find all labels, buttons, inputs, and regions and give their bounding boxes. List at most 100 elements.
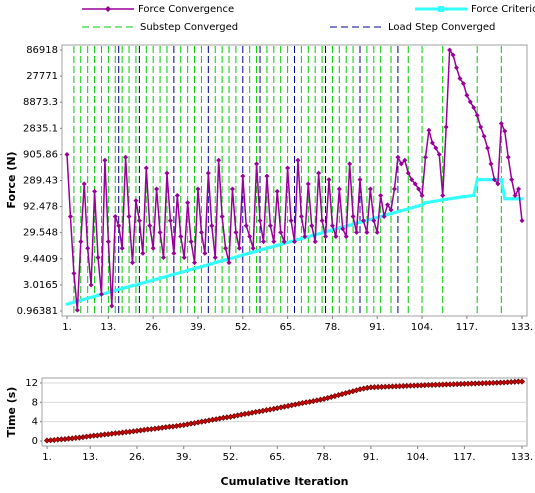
point <box>248 251 252 255</box>
point <box>406 207 410 211</box>
point <box>158 276 162 280</box>
y-tick-label: 0.96381 <box>17 306 58 317</box>
point <box>422 154 428 160</box>
x-tick-label: 133. <box>511 322 533 333</box>
point <box>474 112 480 118</box>
point <box>495 181 501 187</box>
point <box>174 193 180 199</box>
point <box>109 303 115 309</box>
point <box>209 223 215 229</box>
point <box>430 200 434 204</box>
point <box>68 301 72 305</box>
point <box>255 249 259 253</box>
point <box>130 284 134 288</box>
plot-area <box>41 377 528 447</box>
y-axis-label: Force (N) <box>5 151 18 208</box>
point <box>441 198 445 202</box>
point <box>340 226 346 232</box>
point <box>285 165 291 171</box>
point <box>509 177 515 183</box>
point <box>241 253 245 257</box>
point <box>468 194 472 198</box>
point <box>96 293 100 297</box>
point <box>306 235 310 239</box>
point <box>299 237 303 241</box>
point <box>517 197 521 201</box>
y-axis-label: Time (s) <box>5 387 18 438</box>
point <box>203 264 207 268</box>
point <box>103 291 107 295</box>
x-tick-label: 91. <box>369 322 385 333</box>
point <box>95 254 101 260</box>
point <box>157 229 163 235</box>
point <box>419 193 425 199</box>
point <box>389 212 393 216</box>
point <box>381 213 387 219</box>
point <box>268 245 272 249</box>
point <box>196 266 200 270</box>
point <box>360 218 366 224</box>
point <box>92 188 98 194</box>
point <box>520 197 524 201</box>
point <box>154 186 160 192</box>
point <box>330 228 334 232</box>
point <box>348 223 352 227</box>
point <box>127 285 131 289</box>
point <box>479 178 483 182</box>
point <box>391 186 397 192</box>
point <box>126 213 132 219</box>
legend-label: Load Step Converged <box>388 22 495 33</box>
point <box>292 239 297 245</box>
point <box>74 307 80 313</box>
point <box>136 218 142 224</box>
point <box>426 127 432 133</box>
point <box>374 229 380 235</box>
y-tick-label: 8 <box>32 397 38 408</box>
point <box>192 260 198 266</box>
point <box>233 229 239 235</box>
point <box>212 254 218 260</box>
point <box>258 248 262 252</box>
point <box>124 286 128 290</box>
point <box>147 223 153 229</box>
point <box>516 186 522 192</box>
point <box>417 204 421 208</box>
point <box>224 258 228 262</box>
legend-label: Force Convergence <box>138 4 234 15</box>
point <box>71 270 77 276</box>
point <box>443 124 449 130</box>
point <box>150 245 156 251</box>
point <box>371 218 377 224</box>
point <box>189 268 193 272</box>
point <box>219 213 225 219</box>
point <box>302 234 308 240</box>
point <box>502 128 508 134</box>
point <box>81 181 87 187</box>
x-tick-label: 78. <box>316 452 332 463</box>
point <box>486 178 490 182</box>
point <box>171 250 177 256</box>
point <box>78 239 84 245</box>
y-tick-label: 2835.1 <box>23 123 58 134</box>
point <box>72 300 76 304</box>
point <box>386 213 390 217</box>
point <box>267 223 273 229</box>
point <box>403 208 407 212</box>
point <box>409 177 415 183</box>
point <box>513 197 517 201</box>
point <box>460 81 466 87</box>
y-tick-label: 3.0165 <box>23 280 58 291</box>
point <box>478 124 484 130</box>
y-tick-label: 905.86 <box>23 149 58 160</box>
point <box>499 178 503 182</box>
x-tick-label: 26. <box>129 452 145 463</box>
point <box>148 279 152 283</box>
point <box>512 193 518 199</box>
point <box>317 232 321 236</box>
point <box>379 214 383 218</box>
point <box>519 218 525 224</box>
point <box>106 290 110 294</box>
x-tick-label: 1. <box>42 452 52 463</box>
point <box>243 223 249 229</box>
